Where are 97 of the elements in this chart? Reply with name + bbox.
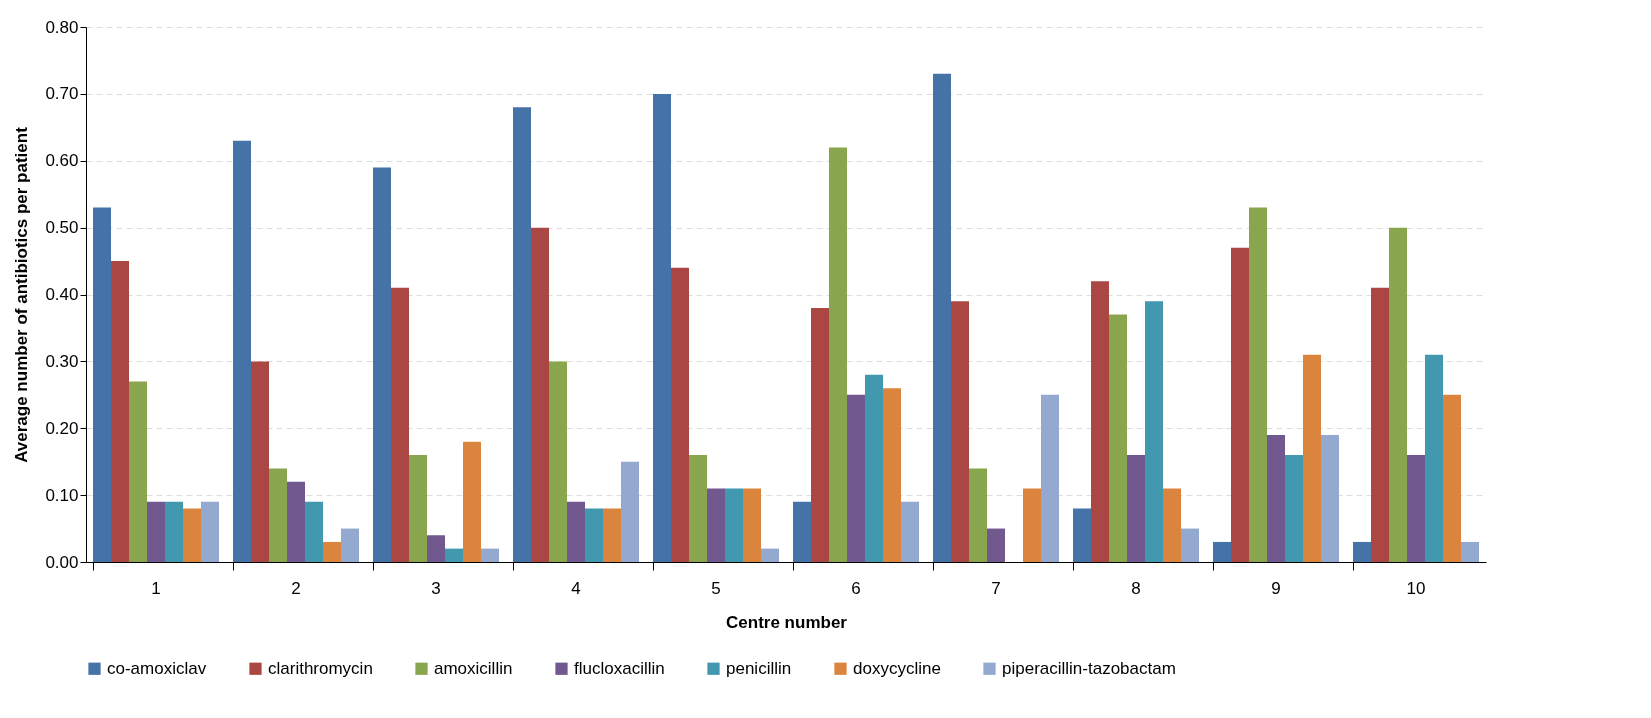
bar — [251, 361, 269, 562]
bar — [1407, 455, 1425, 562]
bar — [111, 261, 129, 562]
bar — [1181, 528, 1199, 562]
legend-label: flucloxacillin — [574, 658, 665, 678]
bar — [621, 461, 639, 562]
bar — [183, 508, 201, 562]
y-tick-label: 0.40 — [45, 285, 79, 304]
x-tick-label: 10 — [1406, 578, 1426, 598]
legend-label: penicillin — [726, 658, 792, 678]
bar — [1231, 247, 1249, 562]
bar — [1353, 541, 1371, 562]
legend-label: piperacillin-tazobactam — [1002, 658, 1176, 678]
x-tick-label: 8 — [1131, 578, 1141, 598]
x-tick-label: 5 — [711, 578, 721, 598]
bar — [373, 167, 391, 562]
bar — [793, 501, 811, 562]
bar — [427, 535, 445, 562]
x-tick-label: 3 — [431, 578, 441, 598]
y-tick-label: 0.70 — [45, 84, 79, 104]
bar — [1371, 287, 1389, 562]
legend-label: amoxicillin — [434, 658, 513, 678]
bar — [1267, 434, 1285, 562]
bar — [201, 501, 219, 562]
bar — [513, 107, 531, 562]
bar — [1303, 354, 1321, 562]
y-tick-label: 0.10 — [45, 485, 79, 505]
bar — [951, 301, 969, 562]
bar — [847, 394, 865, 562]
bar — [567, 501, 585, 562]
bar — [93, 207, 111, 562]
bar — [1443, 394, 1461, 562]
bar — [987, 528, 1005, 562]
x-tick-label: 1 — [151, 578, 161, 598]
y-tick-label: 0.50 — [45, 218, 79, 238]
bar — [1285, 455, 1303, 562]
y-axis-title: Average number of antibiotics per patient — [12, 126, 32, 463]
bar — [671, 267, 689, 562]
bar — [531, 227, 549, 562]
bar — [1213, 541, 1231, 562]
y-tick-label: 0.80 — [45, 17, 79, 37]
bar — [725, 488, 743, 562]
bar — [305, 501, 323, 562]
bar — [549, 361, 567, 562]
bar — [883, 388, 901, 562]
bar — [901, 501, 919, 562]
y-tick-label: 0.30 — [45, 351, 79, 371]
bar — [811, 307, 829, 562]
x-tick-label: 9 — [1271, 578, 1281, 598]
bar — [1073, 508, 1091, 562]
y-tick-label: 0.20 — [45, 418, 79, 438]
y-tick-label: 0.60 — [45, 151, 79, 171]
bar — [341, 528, 359, 562]
x-tick-label: 6 — [851, 578, 861, 598]
x-tick-label: 7 — [991, 578, 1001, 598]
bar — [165, 501, 183, 562]
bar — [1109, 314, 1127, 562]
x-tick-label: 2 — [291, 578, 301, 598]
bar — [1145, 301, 1163, 562]
legend-label: clarithromycin — [268, 658, 373, 678]
bar — [1389, 227, 1407, 562]
bar — [1249, 207, 1267, 562]
bar — [1127, 455, 1145, 562]
bar — [463, 441, 481, 562]
bar — [707, 488, 725, 562]
bar — [689, 455, 707, 562]
bar — [129, 381, 147, 562]
x-tick-label: 4 — [571, 578, 581, 598]
legend-label: co-amoxiclav — [107, 658, 207, 678]
bar — [1321, 434, 1339, 562]
bar — [391, 287, 409, 562]
bar — [829, 147, 847, 562]
bar — [1041, 394, 1059, 562]
bar — [409, 455, 427, 562]
bar — [933, 73, 951, 562]
bar — [445, 548, 463, 562]
bar — [761, 548, 779, 562]
bar — [147, 501, 165, 562]
bar — [233, 140, 251, 562]
bar — [1163, 488, 1181, 562]
bar — [865, 374, 883, 562]
bar — [743, 488, 761, 562]
bar — [269, 468, 287, 562]
bar — [1023, 488, 1041, 562]
bar — [287, 481, 305, 562]
bar — [323, 541, 341, 562]
bar — [585, 508, 603, 562]
bar — [481, 548, 499, 562]
x-axis-title: Centre number — [726, 612, 848, 632]
bar — [1461, 541, 1479, 562]
bar — [1425, 354, 1443, 562]
y-tick-label: 0.00 — [45, 552, 79, 572]
bar — [1091, 281, 1109, 562]
bar — [603, 508, 621, 562]
bar — [969, 468, 987, 562]
legend-label: doxycycline — [853, 658, 941, 678]
bar — [653, 93, 671, 562]
